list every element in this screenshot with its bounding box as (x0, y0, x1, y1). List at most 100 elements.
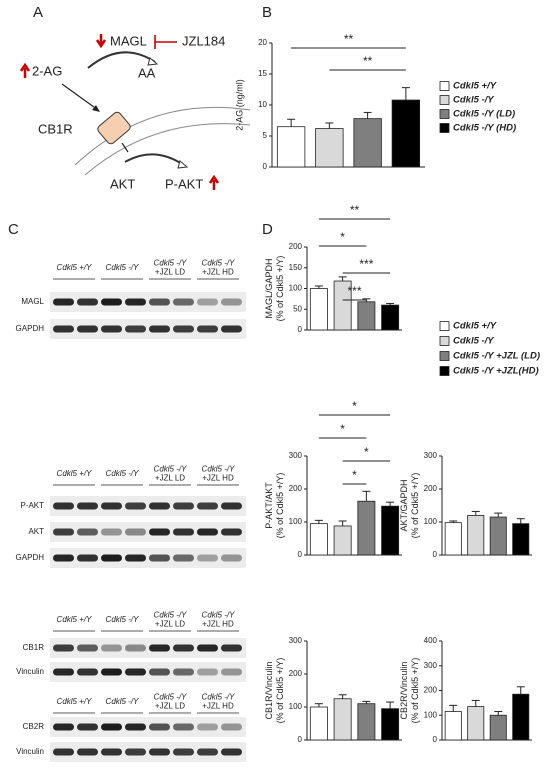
y-tick-label: 100 (424, 710, 438, 719)
blot-band (221, 298, 242, 306)
row-label: MAGL (21, 297, 44, 306)
y-tick-label: 0 (298, 325, 303, 334)
y-axis-label: (% of Cdkl5 +/Y) (410, 473, 420, 539)
reaction-arrow (124, 153, 186, 167)
y-tick-label: 300 (289, 636, 303, 645)
group-label: +JZL HD (202, 268, 234, 277)
diagram-label: AKT (110, 176, 135, 191)
bar (353, 118, 382, 168)
blot-band (125, 502, 146, 510)
blot-band (173, 298, 194, 306)
blot-strip (50, 742, 246, 762)
row-label: P-AKT (20, 501, 44, 510)
y-tick-label: 0 (298, 550, 303, 559)
y-tick-label: 20 (258, 38, 267, 47)
blot-band (149, 748, 170, 756)
blot-band (53, 325, 74, 333)
bar (489, 516, 507, 556)
significance-label: * (364, 445, 369, 459)
blot-band (125, 748, 146, 756)
blot-band (149, 668, 170, 676)
blot-band (149, 502, 170, 510)
arrow-head (92, 105, 100, 112)
arrow (121, 142, 129, 153)
blot-band (53, 554, 74, 562)
legend-swatch (439, 321, 450, 331)
blot-band (173, 723, 194, 731)
blot-band (173, 668, 194, 676)
group-label: Cdkl5 -/Y (106, 469, 140, 478)
blot-band (125, 528, 146, 536)
bar (309, 706, 328, 741)
blot-band (149, 723, 170, 731)
blot-band (173, 748, 194, 756)
diagram-label: AA (138, 65, 156, 80)
blot-band (53, 723, 74, 731)
blot-band (53, 668, 74, 676)
row-label: AKT (28, 527, 44, 536)
blot-strip (50, 548, 246, 568)
group-label: Cdkl5 +/Y (57, 469, 93, 478)
row-label: CB1R (23, 643, 45, 652)
blot-band (125, 554, 146, 562)
pathway-diagram: MAGL JZL184 2-AG AA CB1R AKT P-AKT (19, 33, 251, 191)
blot-band (101, 502, 122, 510)
significance-label: * (340, 230, 345, 244)
blot-band (197, 748, 218, 756)
legend-swatch (439, 351, 450, 361)
bar (333, 698, 352, 741)
y-tick-label: 100 (424, 517, 438, 526)
blot-band (101, 748, 122, 756)
blot-band (101, 298, 122, 306)
y-tick-label: 200 (289, 242, 303, 251)
y-tick-label: 0 (433, 735, 438, 744)
group-label: Cdkl5 -/Y (106, 615, 140, 624)
legend-label: Cdkl5 +/Y (453, 321, 498, 332)
blot-band (125, 668, 146, 676)
diagram-label: 2-AG (32, 63, 62, 78)
y-tick-label: 100 (289, 284, 303, 293)
blot-strip (50, 319, 246, 339)
group-label: +JZL HD (202, 474, 234, 483)
significance-label: *** (359, 257, 373, 271)
blot-band (197, 502, 218, 510)
legend-label: Cdkl5 +/Y (453, 81, 498, 92)
group-label: Cdkl5 -/Y (154, 693, 188, 702)
y-axis-label: (% of Cdkl5 +/Y) (275, 473, 285, 539)
blot-strip (50, 292, 246, 312)
group-label: Cdkl5 -/Y (202, 693, 236, 702)
blot-strip (50, 662, 246, 682)
group-label: Cdkl5 -/Y (154, 611, 188, 620)
blot-band (101, 528, 122, 536)
blot-strip (50, 638, 246, 658)
blot-band (149, 644, 170, 652)
blot-band (125, 723, 146, 731)
blot-band (125, 298, 146, 306)
blot-band (197, 668, 218, 676)
row-label: Vinculin (16, 667, 44, 676)
legend-label: Cdkl5 -/Y (453, 95, 495, 106)
legend-label: Cdkl5 -/Y (LD) (453, 109, 515, 120)
bar (391, 99, 421, 168)
panel-letter: C (8, 221, 19, 238)
arrow (61, 83, 99, 111)
blot-band (221, 748, 242, 756)
blot-band (77, 644, 98, 652)
y-axis-label: 2-AG (ng/ml) (234, 79, 244, 131)
group-label: Cdkl5 -/Y (202, 259, 236, 268)
blot-band (125, 325, 146, 333)
y-tick-label: 200 (424, 686, 438, 695)
blot-band (149, 528, 170, 536)
bar (315, 128, 344, 168)
blot-band (149, 298, 170, 306)
membrane (84, 123, 251, 176)
blot-band (173, 528, 194, 536)
y-tick-label: 300 (289, 451, 303, 460)
legend-swatch (439, 109, 450, 119)
y-tick-label: 300 (424, 661, 438, 670)
blot-band (173, 554, 194, 562)
y-axis-label: P-AKT/AKT (264, 482, 274, 529)
y-tick-label: 300 (424, 451, 438, 460)
y-axis-label: MAGL/GAPDH (264, 258, 274, 318)
group-label: +JZL LD (155, 474, 185, 483)
